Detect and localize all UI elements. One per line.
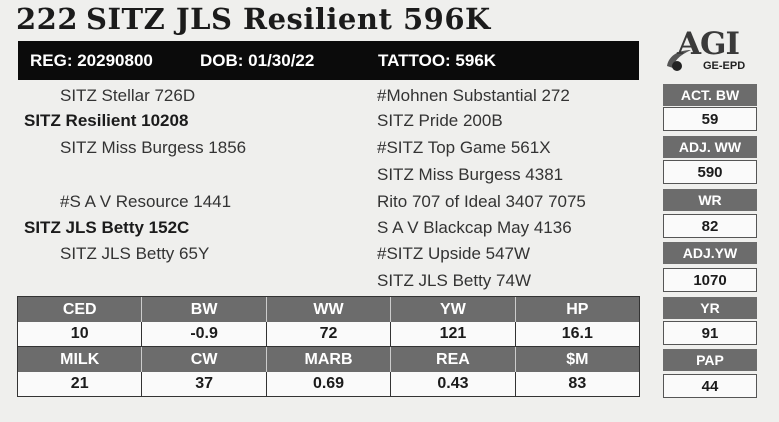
epd-value-m-index: 83	[568, 375, 587, 392]
epd-value-row: 10 -0.9 72 121 16.1	[18, 322, 639, 347]
epd-header-bw: BW	[142, 297, 267, 322]
epd-header-milk: MILK	[18, 347, 143, 372]
epd-value-milk: 21	[18, 372, 143, 396]
logo-swoosh-icon	[667, 50, 691, 71]
epd-value-bw: -0.9	[142, 322, 267, 346]
epd-value-rea: 0.43	[391, 372, 516, 396]
pedigree-g4: SITZ Miss Burgess 4381	[377, 165, 564, 184]
pedigree-g3: #SITZ Top Game 561X	[377, 138, 551, 157]
pedigree-dam-sire: #S A V Resource 1441	[60, 192, 232, 211]
act-bw-value: 59	[663, 107, 757, 131]
adj-ww-label: ADJ. WW	[663, 136, 757, 158]
pedigree-g2: SITZ Pride 200B	[377, 111, 503, 130]
epd-value-ced: 10	[18, 322, 143, 346]
epd-header-row: CED BW WW YW HP	[18, 297, 639, 322]
agi-logo: AGI GE-EPD	[663, 26, 759, 76]
epd-header-marb: MARB	[267, 347, 392, 372]
epd-header-hp: HP	[566, 300, 589, 318]
registration-number: REG: 20290800	[30, 50, 153, 70]
wr-value: 82	[663, 214, 757, 238]
epd-value-ww: 72	[267, 322, 392, 346]
epd-header-ww: WW	[267, 297, 392, 322]
tattoo: TATTOO: 596K	[378, 50, 497, 70]
epd-value-yw: 121	[391, 322, 516, 346]
pap-value: 44	[663, 374, 757, 398]
lot-number: 222	[16, 2, 79, 36]
pedigree-sire-sire: SITZ Stellar 726D	[60, 86, 196, 105]
pedigree-g1: #Mohnen Substantial 272	[377, 86, 570, 105]
pedigree-sire: SITZ Resilient 10208	[24, 111, 189, 130]
act-bw-label: ACT. BW	[663, 84, 757, 106]
epd-header-row: MILK CW MARB REA $M	[18, 347, 639, 372]
yr-label: YR	[663, 297, 757, 319]
lot-title: 222 SITZ JLS Resilient 596K	[16, 2, 491, 36]
epd-value-row: 21 37 0.69 0.43 83	[18, 372, 639, 396]
yr-value: 91	[663, 321, 757, 345]
epd-value-marb: 0.69	[267, 372, 392, 396]
pedigree-g7: #SITZ Upside 547W	[377, 244, 531, 263]
pap-label: PAP	[663, 349, 757, 371]
epd-header-ced: CED	[18, 297, 143, 322]
pedigree-dam-dam: SITZ JLS Betty 65Y	[60, 244, 210, 263]
adj-yw-value: 1070	[663, 268, 757, 292]
epd-header-rea: REA	[391, 347, 516, 372]
pedigree-g6: S A V Blackcap May 4136	[377, 218, 572, 237]
pedigree-g5: Rito 707 of Ideal 3407 7075	[377, 192, 586, 211]
pedigree-sire-dam: SITZ Miss Burgess 1856	[60, 138, 247, 157]
epd-header-yw: YW	[391, 297, 516, 322]
wr-label: WR	[663, 189, 757, 211]
epd-header-cw: CW	[142, 347, 267, 372]
epd-value-hp: 16.1	[561, 325, 593, 342]
date-of-birth: DOB: 01/30/22	[200, 50, 315, 70]
pedigree-dam: SITZ JLS Betty 152C	[24, 218, 190, 237]
adj-ww-value: 590	[663, 160, 757, 184]
registration-bar: REG: 20290800 DOB: 01/30/22 TATTOO: 596K	[18, 41, 639, 80]
animal-name: SITZ JLS Resilient 596K	[86, 2, 491, 36]
logo-subtext: GE-EPD	[703, 60, 746, 72]
adj-yw-label: ADJ.YW	[663, 242, 757, 264]
epd-value-cw: 37	[142, 372, 267, 396]
epd-header-m-index: $M	[566, 350, 589, 368]
pedigree-g8: SITZ JLS Betty 74W	[377, 271, 531, 290]
logo-text: AGI	[677, 26, 740, 62]
epd-table: CED BW WW YW HP 10 -0.9 72 121 16.1 MILK…	[17, 296, 640, 397]
